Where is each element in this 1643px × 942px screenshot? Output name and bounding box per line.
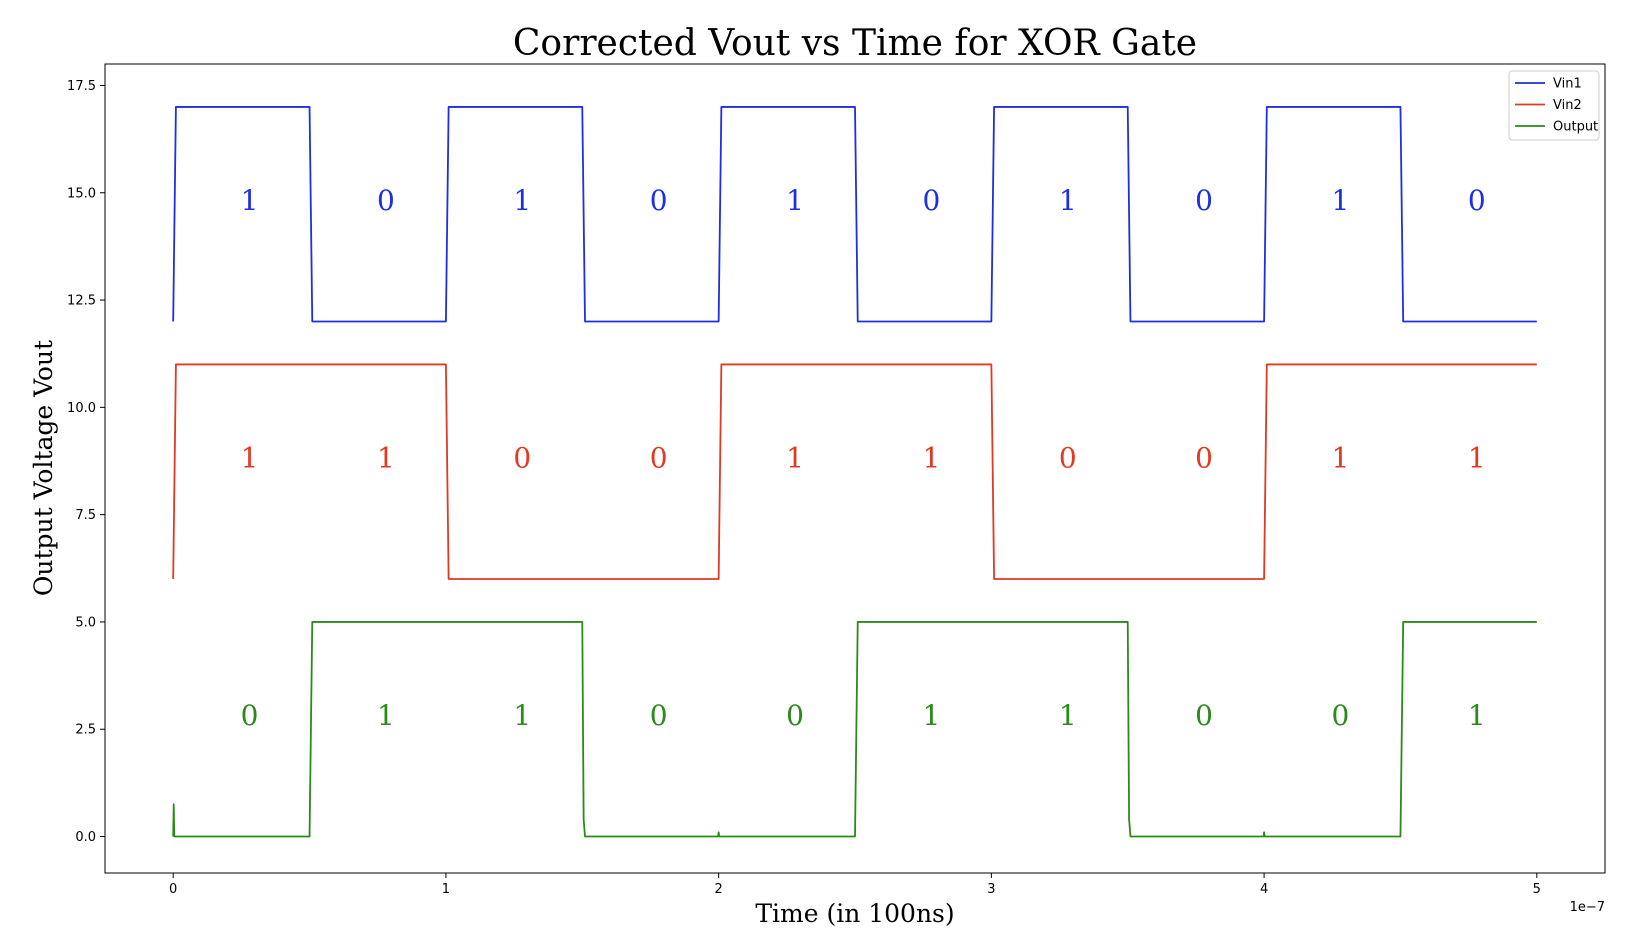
plot-area-frame	[104, 63, 1606, 874]
y-tick-label: 12.5	[67, 294, 96, 309]
bit-label-output: 1	[513, 699, 531, 732]
y-axis-label: Output Voltage Vout	[29, 340, 58, 596]
bit-label-vin1: 0	[1468, 184, 1486, 217]
bit-label-output: 1	[1059, 699, 1077, 732]
x-tick-label: 3	[987, 882, 995, 897]
x-axis-label: Time (in 100ns)	[755, 899, 954, 928]
series-line-output	[172, 621, 1537, 838]
bit-label-vin1: 1	[1059, 184, 1077, 217]
bit-label-vin1: 0	[650, 184, 668, 217]
bit-label-output: 1	[922, 699, 940, 732]
bit-label-vin1: 1	[786, 184, 804, 217]
series-line-vin2	[172, 363, 1537, 580]
legend-label-vin1: Vin1	[1553, 77, 1582, 92]
legend-label-output: Output	[1553, 120, 1598, 135]
x-axis-ticks: 0 1 2 3 4 5	[169, 873, 1541, 897]
y-tick-label: 2.5	[75, 723, 96, 738]
bit-label-output: 0	[241, 699, 259, 732]
series-layer	[172, 106, 1537, 838]
bit-label-vin2: 0	[650, 441, 668, 474]
bit-label-vin2: 1	[922, 441, 940, 474]
bit-labels-layer: 1 0 1 0 1 0 1 0 1 0 1 1 0 0 1 1 0 0 1 1 0 1 1 0 0 1 1 0 0 1	[241, 184, 1486, 732]
bit-label-vin1: 0	[922, 184, 940, 217]
bit-label-output: 0	[1195, 699, 1213, 732]
bit-label-vin2: 1	[1332, 441, 1350, 474]
bit-label-vin2: 1	[786, 441, 804, 474]
y-axis-ticks: 0.0 2.5 5.0 7.5 10.0 12.5 15.0 17.5	[67, 79, 105, 845]
bit-label-output: 1	[377, 699, 395, 732]
bit-label-vin2: 0	[1195, 441, 1213, 474]
bit-label-output: 1	[1468, 699, 1486, 732]
y-tick-label: 10.0	[67, 401, 96, 416]
chart-title: Corrected Vout vs Time for XOR Gate	[513, 23, 1197, 64]
bit-label-vin1: 1	[241, 184, 259, 217]
bit-label-vin1: 0	[1195, 184, 1213, 217]
bit-label-vin2: 1	[1468, 441, 1486, 474]
bit-label-vin2: 1	[241, 441, 259, 474]
x-tick-label: 4	[1260, 882, 1268, 897]
legend-label-vin2: Vin2	[1553, 98, 1582, 113]
bit-label-output: 0	[1332, 699, 1350, 732]
bit-label-vin2: 1	[377, 441, 395, 474]
bit-label-vin2: 0	[513, 441, 531, 474]
bit-label-vin2: 0	[1059, 441, 1077, 474]
y-tick-label: 7.5	[75, 508, 96, 523]
y-tick-label: 17.5	[67, 79, 96, 94]
bit-label-vin1: 1	[1332, 184, 1350, 217]
bit-label-vin1: 1	[513, 184, 531, 217]
series-line-vin1	[172, 106, 1537, 323]
bit-label-vin1: 0	[377, 184, 395, 217]
x-tick-label: 5	[1533, 882, 1541, 897]
y-tick-label: 0.0	[75, 830, 96, 845]
bit-label-output: 0	[786, 699, 804, 732]
x-tick-label: 0	[169, 882, 177, 897]
x-axis-offset-text: 1e−7	[1570, 900, 1605, 915]
y-tick-label: 15.0	[67, 186, 96, 201]
legend-box	[1508, 70, 1600, 141]
bit-label-output: 0	[650, 699, 668, 732]
y-tick-label: 5.0	[75, 615, 96, 630]
legend: Vin1 Vin2 Output	[1508, 70, 1600, 141]
x-tick-label: 2	[714, 882, 722, 897]
x-tick-label: 1	[442, 882, 450, 897]
